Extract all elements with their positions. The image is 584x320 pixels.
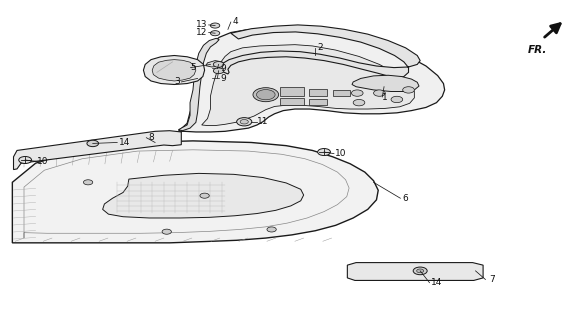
- Circle shape: [352, 90, 363, 96]
- Polygon shape: [178, 27, 444, 132]
- Circle shape: [318, 148, 331, 156]
- Circle shape: [416, 269, 423, 273]
- Text: 10: 10: [37, 157, 48, 166]
- Text: 10: 10: [335, 149, 346, 158]
- Polygon shape: [201, 45, 415, 125]
- Circle shape: [213, 68, 224, 74]
- Text: 2: 2: [317, 43, 323, 52]
- Text: 9: 9: [220, 74, 226, 83]
- Polygon shape: [219, 25, 420, 78]
- Polygon shape: [347, 263, 483, 280]
- Circle shape: [391, 96, 403, 103]
- Circle shape: [162, 229, 171, 234]
- Text: 12: 12: [196, 28, 207, 37]
- Bar: [333, 90, 350, 96]
- Polygon shape: [352, 75, 419, 92]
- Bar: [280, 87, 304, 96]
- Polygon shape: [178, 38, 219, 131]
- Circle shape: [267, 227, 276, 232]
- Circle shape: [213, 61, 224, 67]
- Text: 4: 4: [232, 17, 238, 26]
- Text: 8: 8: [148, 133, 154, 142]
- Text: 7: 7: [489, 275, 495, 284]
- Text: 5: 5: [190, 63, 196, 72]
- Circle shape: [200, 193, 209, 198]
- Circle shape: [256, 90, 275, 100]
- Bar: [310, 89, 327, 96]
- Text: 14: 14: [119, 138, 130, 147]
- Text: 13: 13: [196, 20, 207, 29]
- Circle shape: [374, 90, 385, 96]
- Bar: [280, 98, 304, 105]
- Polygon shape: [144, 55, 204, 84]
- Circle shape: [87, 140, 99, 147]
- Polygon shape: [103, 173, 304, 218]
- Polygon shape: [152, 60, 196, 81]
- Circle shape: [19, 156, 32, 164]
- Text: 11: 11: [257, 117, 269, 126]
- Text: 6: 6: [402, 194, 408, 203]
- Circle shape: [210, 23, 220, 28]
- Polygon shape: [206, 60, 223, 67]
- Circle shape: [413, 267, 427, 275]
- Circle shape: [210, 31, 220, 36]
- Circle shape: [240, 120, 248, 124]
- Text: 1: 1: [383, 93, 388, 102]
- Circle shape: [84, 180, 93, 185]
- Polygon shape: [13, 131, 181, 170]
- Circle shape: [237, 118, 252, 126]
- Text: 3: 3: [175, 77, 180, 86]
- Text: 14: 14: [431, 278, 442, 287]
- Polygon shape: [12, 141, 378, 243]
- Text: FR.: FR.: [528, 45, 547, 55]
- Circle shape: [353, 100, 365, 106]
- Bar: [310, 99, 327, 105]
- Circle shape: [253, 88, 279, 102]
- Text: 9: 9: [220, 64, 226, 73]
- Circle shape: [403, 87, 415, 93]
